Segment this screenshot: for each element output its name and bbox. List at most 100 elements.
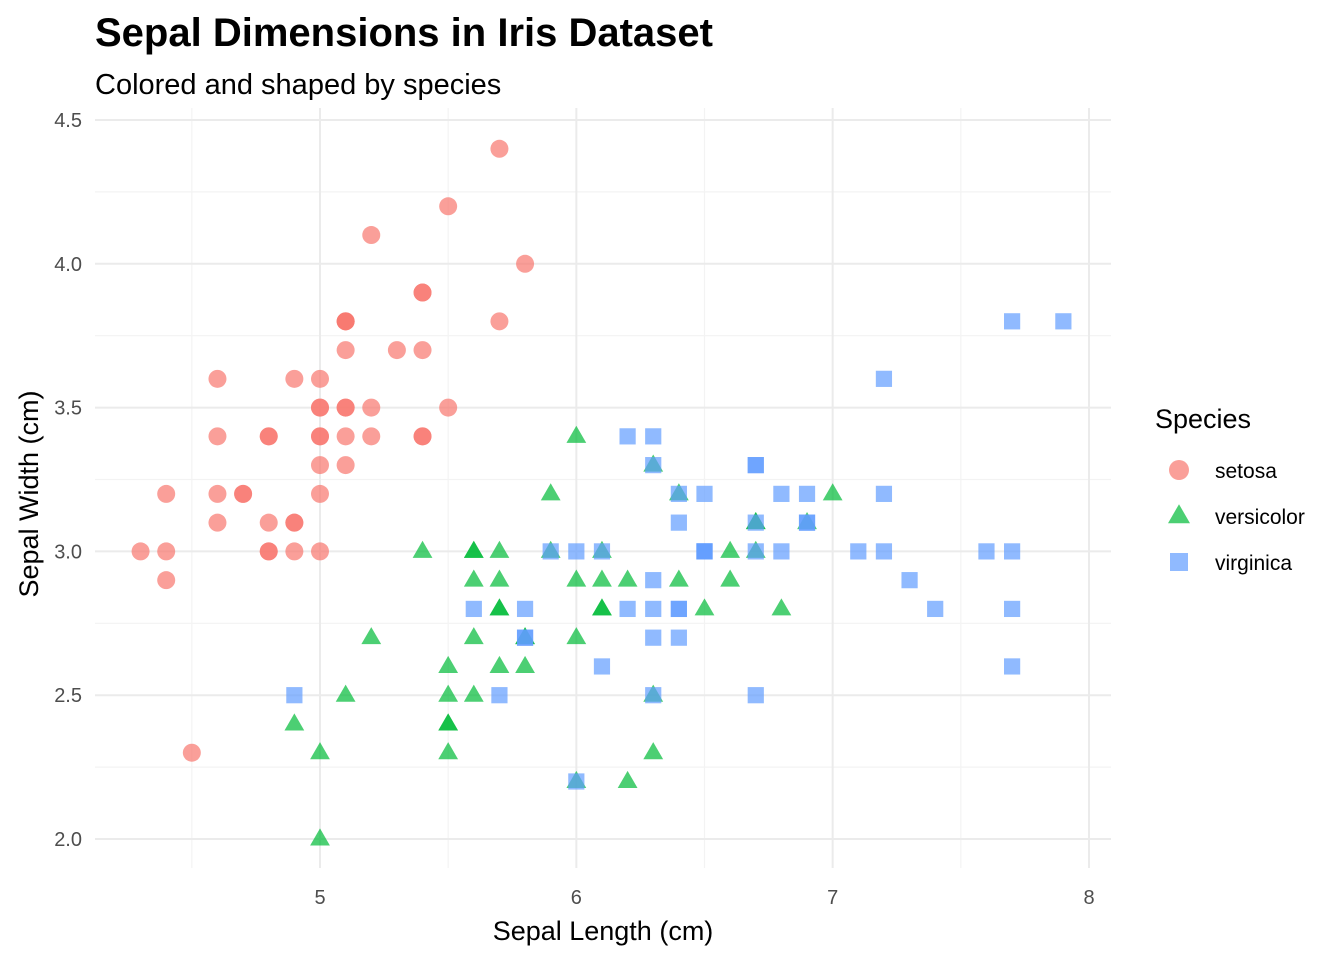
grid-lines [95,108,1111,868]
data-point-virginica [747,457,764,474]
legend-key-versicolor [1168,504,1190,524]
legend-title: Species [1155,404,1251,434]
data-point-virginica [670,629,687,646]
data-point-setosa [208,513,227,532]
data-point-versicolor [310,742,330,760]
data-point-virginica [645,687,662,704]
data-point-virginica [593,658,611,675]
data-point-setosa [362,427,381,446]
data-point-virginica [773,485,790,502]
legend-key-virginica [1170,553,1188,571]
data-point-virginica [645,428,662,445]
chart-title: Sepal Dimensions in Iris Dataset [95,11,713,55]
data-point-versicolor [771,598,792,616]
data-point-setosa [362,398,381,417]
data-point-versicolor [412,540,433,558]
data-point-versicolor [438,684,459,702]
chart-subtitle: Colored and shaped by species [95,69,501,101]
data-point-versicolor [822,483,843,501]
data-point-setosa [259,542,278,561]
data-point-setosa [208,427,227,446]
data-point-versicolor [592,598,612,616]
data-point-versicolor [310,828,330,846]
data-point-virginica [465,600,482,618]
data-point-versicolor [463,540,484,558]
data-point-versicolor [361,627,382,645]
data-point-versicolor [463,569,484,587]
data-points [131,139,1072,846]
data-point-versicolor [335,684,356,702]
data-point-setosa [413,283,432,302]
data-point-setosa [336,398,355,417]
x-axis-ticks: 5 6 7 8 [314,887,1094,909]
data-point-virginica [1004,543,1021,560]
data-point-virginica [875,485,893,502]
data-point-versicolor [668,569,689,587]
data-point-versicolor [720,540,741,558]
data-point-virginica [645,572,662,589]
data-point-versicolor [617,569,638,587]
data-point-virginica [593,543,611,560]
data-point-versicolor [694,598,715,616]
data-point-setosa [336,427,355,446]
x-tick-label: 8 [1083,887,1094,909]
data-point-versicolor [592,569,612,587]
data-point-setosa [259,513,278,532]
data-point-setosa [311,398,329,417]
data-point-versicolor [566,627,587,645]
data-point-versicolor [438,713,459,731]
data-point-versicolor [617,770,638,788]
data-point-versicolor [566,425,587,443]
data-point-virginica [568,773,585,790]
data-point-virginica [747,543,764,560]
data-point-virginica [1004,600,1021,618]
data-point-setosa [311,484,329,503]
data-point-setosa [439,197,458,216]
data-point-versicolor [540,483,561,501]
data-point-setosa [131,542,150,561]
legend-key-setosa [1169,460,1189,480]
data-point-setosa [336,341,355,360]
data-point-setosa [157,542,176,561]
data-point-setosa [311,369,329,388]
data-point-setosa [387,341,406,360]
y-axis-title: Sepal Width (cm) [14,390,44,597]
data-point-versicolor [489,655,510,673]
y-tick-label: 4.5 [54,110,82,132]
data-point-setosa [336,312,355,331]
data-point-setosa [516,254,535,273]
data-point-setosa [439,398,458,417]
data-point-virginica [619,428,636,445]
data-point-setosa [311,542,329,561]
data-point-virginica [1055,313,1072,330]
data-point-setosa [259,427,278,446]
data-point-virginica [491,687,508,704]
data-point-virginica [619,600,636,618]
y-tick-label: 2.5 [54,685,82,707]
data-point-setosa [285,513,304,532]
data-point-virginica [696,485,713,502]
data-point-setosa [413,341,432,360]
data-point-virginica [798,485,816,502]
data-point-virginica [568,543,585,560]
data-point-virginica [1004,658,1021,675]
data-point-virginica [773,543,790,560]
data-point-setosa [490,312,509,331]
data-point-virginica [927,600,944,618]
data-point-virginica [747,514,764,531]
data-point-virginica [850,543,867,560]
y-tick-label: 3.0 [54,541,82,563]
data-point-setosa [157,571,176,590]
data-point-setosa [311,427,329,446]
data-point-setosa [490,139,509,158]
data-point-virginica [1004,313,1021,330]
data-point-versicolor [643,742,664,760]
data-point-virginica [645,457,662,474]
data-point-versicolor [489,540,510,558]
legend: Species setosa versicolor virginica [1155,404,1305,575]
data-point-setosa [311,456,329,475]
data-point-versicolor [489,598,510,616]
data-point-virginica [670,485,687,502]
data-point-setosa [285,369,304,388]
